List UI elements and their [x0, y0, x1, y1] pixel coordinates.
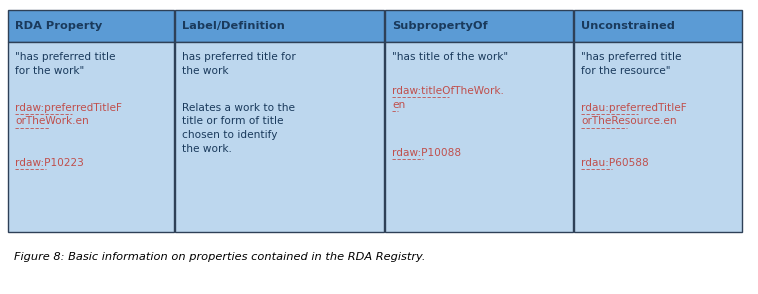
Text: the work: the work	[182, 66, 228, 76]
Text: rdaw:P10088: rdaw:P10088	[392, 148, 461, 158]
Text: rdaw:preferredTitleF: rdaw:preferredTitleF	[15, 103, 122, 113]
Text: SubpropertyOf: SubpropertyOf	[392, 21, 487, 31]
Bar	[385, 42, 573, 232]
Text: for the work": for the work"	[15, 66, 84, 76]
Bar	[574, 42, 742, 232]
Text: title or form of title: title or form of title	[182, 116, 283, 126]
Text: Figure 8: Basic information on properties contained in the RDA Registry.: Figure 8: Basic information on propertie…	[14, 252, 425, 262]
Bar	[175, 10, 384, 42]
Text: for the resource": for the resource"	[581, 66, 671, 76]
Bar	[385, 10, 573, 42]
Text: Relates a work to the: Relates a work to the	[182, 103, 295, 113]
Text: rdau:preferredTitleF: rdau:preferredTitleF	[581, 103, 687, 113]
Bar	[8, 10, 174, 42]
Text: rdau:P60588: rdau:P60588	[581, 158, 649, 168]
Text: Label/Definition: Label/Definition	[182, 21, 285, 31]
Text: rdaw:titleOfTheWork.: rdaw:titleOfTheWork.	[392, 86, 504, 96]
Text: has preferred title for: has preferred title for	[182, 52, 296, 62]
Text: orTheWork.en: orTheWork.en	[15, 116, 89, 126]
Bar	[8, 42, 174, 232]
Text: orTheResource.en: orTheResource.en	[581, 116, 677, 126]
Bar	[175, 42, 384, 232]
Text: "has preferred title: "has preferred title	[581, 52, 681, 62]
Text: rdaw:P10223: rdaw:P10223	[15, 158, 84, 168]
Text: "has preferred title: "has preferred title	[15, 52, 115, 62]
Text: the work.: the work.	[182, 143, 232, 153]
Text: RDA Property: RDA Property	[15, 21, 102, 31]
Text: "has title of the work": "has title of the work"	[392, 52, 508, 62]
Text: en: en	[392, 99, 406, 109]
Text: chosen to identify: chosen to identify	[182, 130, 277, 140]
Text: Unconstrained: Unconstrained	[581, 21, 675, 31]
Bar	[574, 10, 742, 42]
